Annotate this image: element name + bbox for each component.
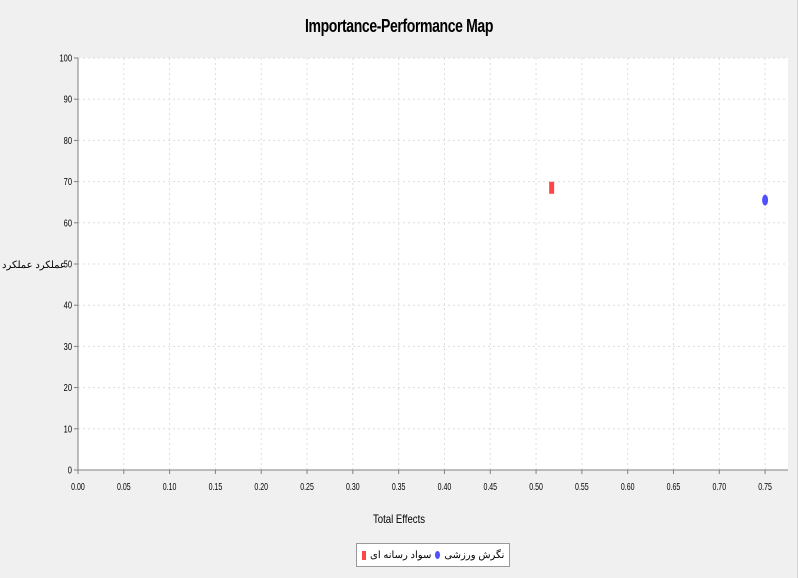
y-tick-label-9: 90 [64,94,72,105]
x-tick-label-11: 0.55 [575,481,589,493]
data-point-s1-0 [762,194,769,206]
x-tick-label-14: 0.70 [712,481,726,493]
y-tick-label-2: 20 [64,382,72,393]
y-tick-label-10: 100 [59,52,72,63]
y-tick-label-0: 0 [68,464,72,475]
x-tick-label-7: 0.35 [392,481,406,493]
x-tick-label-8: 0.40 [438,481,452,493]
legend: سواد رسانه ای نگرش ورزشی [356,543,511,567]
x-tick-label-4: 0.20 [254,481,268,493]
x-tick-label-6: 0.30 [346,481,360,493]
y-axis-label: عملکرد عملکرد [2,260,66,271]
data-point-s0-0 [549,181,555,194]
chart-title: Importance-Performance Map [304,16,494,36]
x-tick-label-13: 0.65 [667,481,681,493]
x-tick-label-10: 0.50 [529,481,543,493]
y-tick-label-8: 80 [64,135,72,146]
legend-label-0: سواد رسانه ای [370,549,432,561]
y-tick-label-6: 60 [64,217,72,228]
y-tick-label-4: 40 [64,300,72,311]
x-tick-label-1: 0.05 [117,481,131,493]
y-tick-label-1: 10 [64,423,72,434]
legend-label-1: نگرش ورزشی [444,549,505,561]
x-axis-label: Total Effects [372,512,426,526]
x-tick-label-3: 0.15 [209,481,223,493]
y-tick-label-3: 30 [64,341,72,352]
x-tick-label-9: 0.45 [483,481,497,493]
x-tick-label-2: 0.10 [163,481,177,493]
x-tick-label-12: 0.60 [621,481,635,493]
x-tick-label-5: 0.25 [300,481,314,493]
x-tick-label-0: 0.00 [71,481,85,493]
x-tick-label-15: 0.75 [758,481,772,493]
legend-marker-red [362,550,366,560]
y-tick-label-5: 50 [64,258,72,269]
legend-marker-blue [435,551,441,559]
y-tick-label-7: 70 [64,176,72,187]
